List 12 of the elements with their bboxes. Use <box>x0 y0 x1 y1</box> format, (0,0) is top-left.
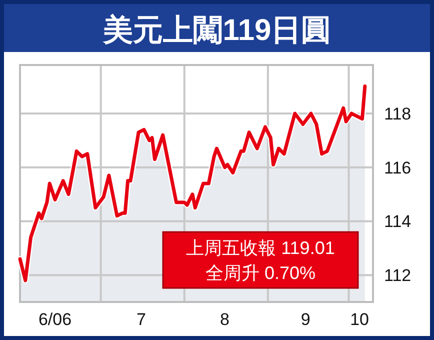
y-tick-label: 116 <box>384 158 412 178</box>
x-tick-label: 7 <box>136 310 146 329</box>
x-tick-label: 6/06 <box>38 310 72 329</box>
x-tick-label: 8 <box>220 310 230 329</box>
x-tick-label: 10 <box>350 310 369 329</box>
chart-title: 美元上闖119日圓 <box>102 13 332 47</box>
y-tick-label: 118 <box>384 104 412 124</box>
y-tick-label: 112 <box>384 266 412 286</box>
annotation: 全周升 0.70% <box>205 263 316 283</box>
y-tick-label: 114 <box>384 212 412 232</box>
annotation: 上周五收報 119.01 <box>186 238 335 258</box>
x-tick-label: 9 <box>300 310 310 329</box>
